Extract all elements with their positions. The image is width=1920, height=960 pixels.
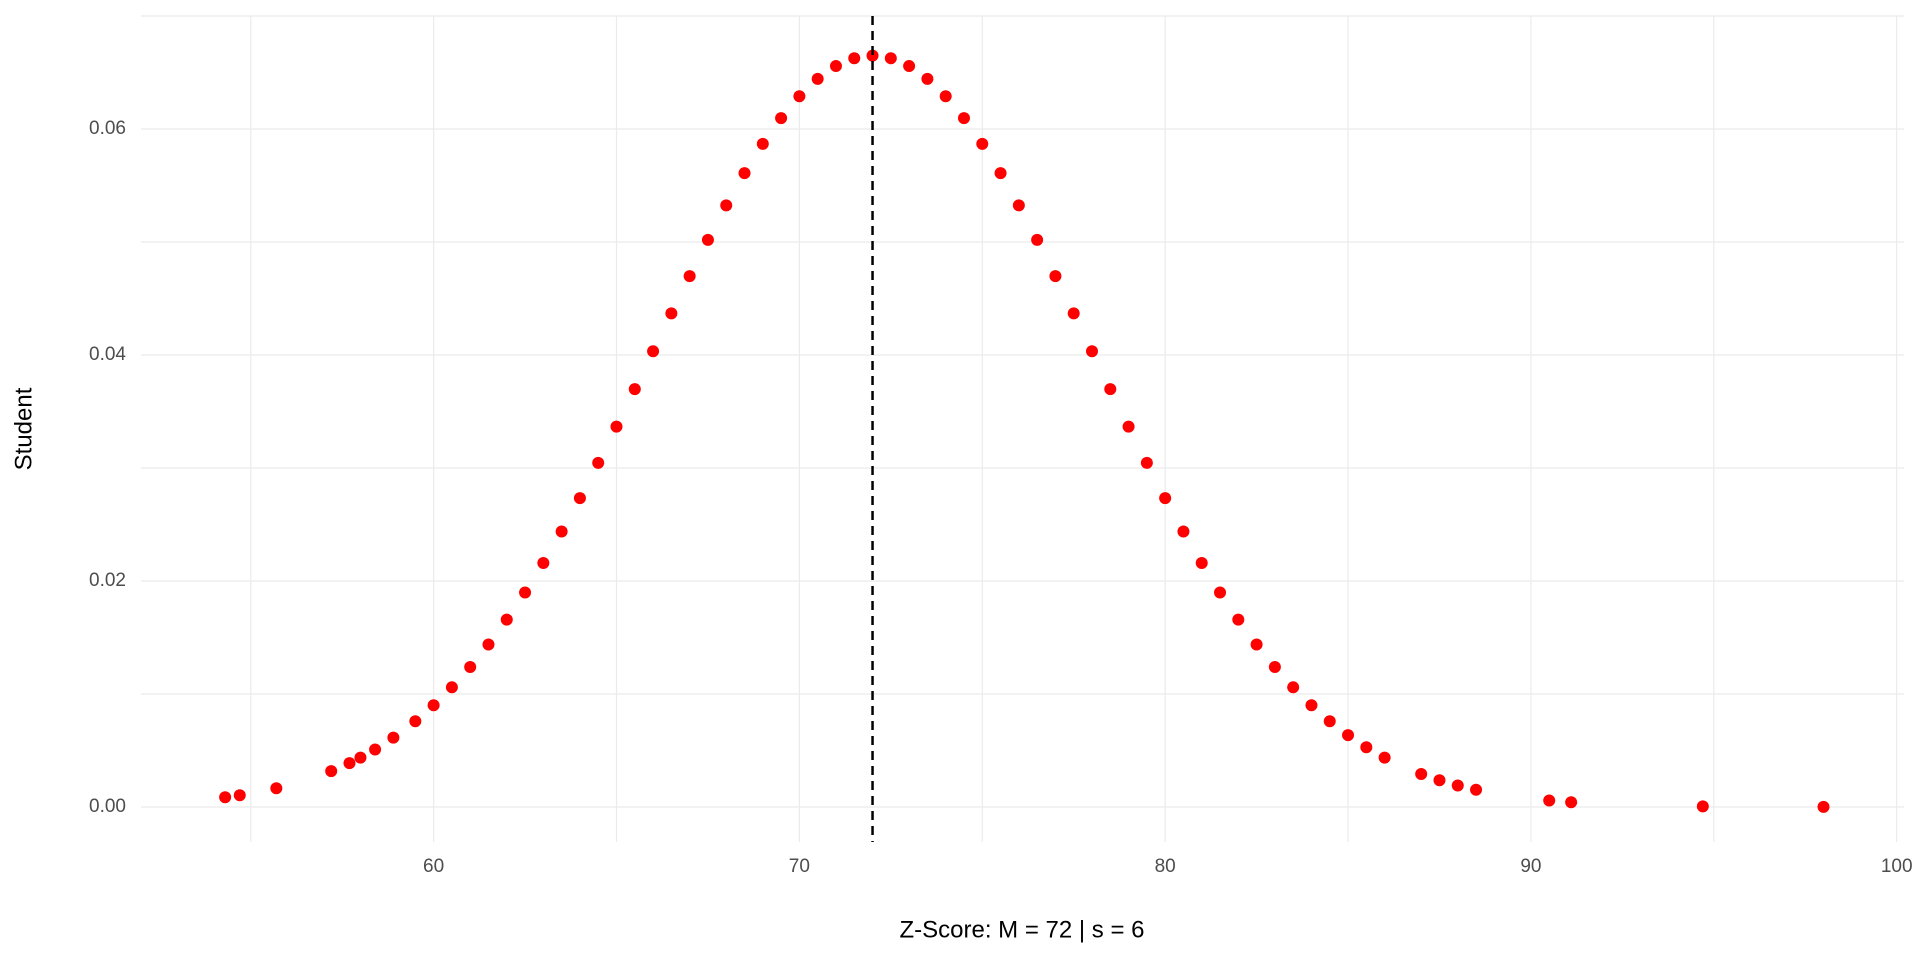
- data-point: [325, 765, 338, 778]
- data-point: [1232, 613, 1245, 626]
- data-point: [775, 112, 788, 125]
- data-point: [1104, 383, 1117, 396]
- data-point: [1049, 270, 1062, 283]
- data-point: [903, 60, 916, 73]
- data-point: [1543, 794, 1556, 807]
- data-point: [811, 72, 824, 85]
- data-point: [1067, 307, 1080, 320]
- data-point: [219, 791, 232, 804]
- data-point: [720, 199, 733, 212]
- x-tick-label: 60: [423, 856, 444, 877]
- data-point: [848, 52, 861, 65]
- data-point: [1305, 699, 1318, 712]
- y-tick-label: 0.04: [89, 344, 126, 365]
- data-point: [573, 492, 586, 505]
- data-point: [829, 60, 842, 73]
- data-point: [427, 699, 440, 712]
- data-point: [1433, 774, 1446, 787]
- data-point: [994, 167, 1007, 180]
- data-point: [1195, 557, 1208, 570]
- data-point: [610, 420, 623, 433]
- data-point: [1012, 199, 1025, 212]
- data-point: [628, 383, 641, 396]
- data-point: [1085, 345, 1098, 358]
- data-point: [976, 137, 989, 150]
- data-point: [1122, 420, 1135, 433]
- data-point: [519, 586, 532, 599]
- data-point: [464, 660, 477, 673]
- data-point: [369, 743, 382, 756]
- data-point: [1360, 741, 1373, 754]
- data-point: [1323, 715, 1336, 728]
- data-point: [1451, 779, 1464, 792]
- data-point: [1415, 767, 1428, 780]
- data-point: [1287, 681, 1300, 694]
- data-point: [592, 456, 605, 469]
- data-point: [1250, 638, 1263, 651]
- data-point: [555, 525, 568, 538]
- data-point: [409, 715, 422, 728]
- data-point: [1214, 586, 1227, 599]
- data-point: [1140, 456, 1153, 469]
- data-point: [866, 49, 879, 62]
- data-point: [756, 137, 769, 150]
- data-point: [354, 751, 367, 764]
- data-point: [884, 52, 897, 65]
- x-axis-title: Z-Score: M = 72 | s = 6: [900, 916, 1145, 943]
- x-tick-label: 100: [1881, 856, 1913, 877]
- data-point: [343, 757, 356, 770]
- data-point: [233, 789, 246, 802]
- x-tick-label: 70: [789, 856, 810, 877]
- data-point: [1378, 751, 1391, 764]
- data-point: [1159, 492, 1172, 505]
- data-point: [445, 681, 458, 694]
- data-point: [1696, 800, 1709, 813]
- data-point: [537, 557, 550, 570]
- data-point: [939, 90, 952, 103]
- data-point: [1268, 660, 1281, 673]
- data-point: [270, 782, 283, 795]
- data-point: [1470, 783, 1483, 796]
- data-point: [957, 112, 970, 125]
- x-tick-label: 90: [1520, 856, 1541, 877]
- data-point: [701, 233, 714, 246]
- data-point: [482, 638, 495, 651]
- data-point: [500, 613, 513, 626]
- y-axis-title: Student: [10, 387, 37, 470]
- y-tick-label: 0.06: [89, 118, 126, 139]
- y-tick-label: 0.02: [89, 570, 126, 591]
- data-point: [387, 731, 400, 744]
- y-tick-label: 0.00: [89, 796, 126, 817]
- data-point: [738, 167, 751, 180]
- data-point: [1817, 800, 1830, 813]
- data-point: [793, 90, 806, 103]
- data-point: [1565, 796, 1578, 809]
- x-tick-label: 80: [1155, 856, 1176, 877]
- data-point: [1342, 729, 1355, 742]
- data-point: [665, 307, 678, 320]
- data-point: [1031, 233, 1044, 246]
- data-point: [921, 72, 934, 85]
- data-point: [683, 270, 696, 283]
- data-point: [1177, 525, 1190, 538]
- data-point: [647, 345, 660, 358]
